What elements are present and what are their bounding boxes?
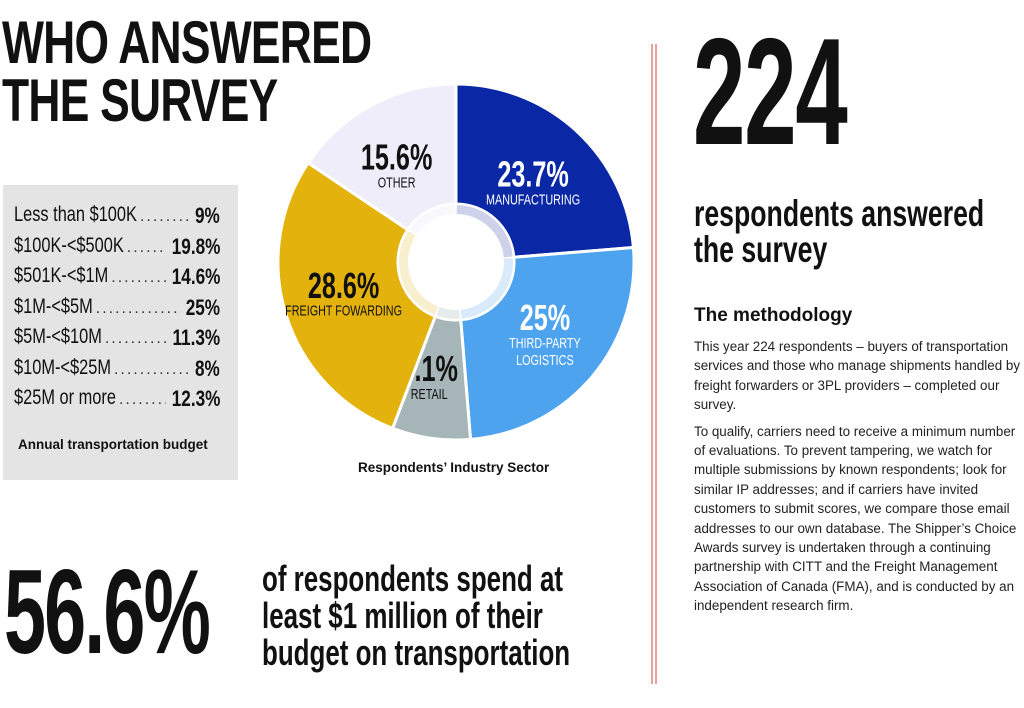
title-line-1: WHO ANSWERED: [2, 9, 372, 76]
slice-value: 28.6%: [308, 265, 379, 306]
respondent-count: 224: [693, 7, 848, 177]
dot-leader: ..........................: [95, 299, 181, 317]
budget-row: $501K-<$1M.......................... 14.6…: [14, 264, 220, 292]
inner-ring-manufacturing: [456, 205, 513, 258]
budget-row-label: $100K-<$500K: [14, 233, 124, 257]
respondents-caption: respondents answered the survey: [694, 193, 985, 270]
slice-category: OTHER: [378, 174, 416, 191]
highlight-line-2: least $1 million of their: [262, 595, 543, 636]
budget-row: $1M-<$5M..........................25%: [14, 295, 220, 323]
dot-leader: ..........................: [139, 208, 190, 225]
budget-row-value: 8%: [195, 355, 220, 381]
divider-line: [651, 44, 653, 684]
slice-label-freight-fowarding: 28.6%FREIGHT FOWARDING: [285, 265, 402, 319]
budget-row: $10M-<$25M..........................8%: [14, 356, 220, 384]
title-line-2: THE SURVEY: [2, 67, 278, 134]
chart-caption: Respondents’ Industry Sector: [358, 460, 550, 475]
divider-line: [655, 44, 657, 684]
slice-category: MANUFACTURING: [486, 191, 580, 208]
highlight-percentage: 56.6%: [4, 545, 211, 679]
dot-leader: ..........................: [126, 238, 167, 256]
budget-row: Less than $100K.........................…: [14, 203, 220, 231]
slice-value: 25%: [520, 298, 570, 339]
budget-row-value: 19.8%: [171, 233, 220, 259]
budget-row-label: $5M-<$10M: [14, 325, 102, 348]
budget-row-value: 25%: [185, 294, 220, 320]
slice-label-manufacturing: 23.7%MANUFACTURING: [486, 154, 580, 208]
methodology-heading: The methodology: [694, 305, 853, 326]
budget-row-label: Less than $100K: [14, 203, 137, 226]
page-title: WHO ANSWERED THE SURVEY: [2, 13, 372, 131]
slice-category: RETAIL: [411, 385, 448, 402]
budget-row-label: $25M or more: [14, 386, 116, 409]
budget-row-value: 11.3%: [172, 325, 220, 350]
methodology-text: This year 224 respondents – buyers of tr…: [694, 337, 1024, 623]
inner-ring-other: [409, 205, 456, 235]
industry-donut-chart: 23.7%MANUFACTURING 25%THIRD-PARTYLOGISTIC…: [276, 82, 636, 442]
methodology-paragraph-2: To qualify, carriers need to receive a m…: [694, 423, 1017, 614]
respondents-line-2: the survey: [694, 229, 828, 270]
budget-caption: Annual transportation budget: [18, 437, 208, 452]
dot-leader: ..........................: [111, 269, 166, 286]
slice-label-other: 15.6%OTHER: [361, 137, 432, 191]
inner-ring-freight-fowarding: [399, 230, 439, 315]
budget-row: $100K-<$500K..........................19…: [14, 234, 220, 262]
budget-row-value: 14.6%: [171, 264, 220, 289]
budget-row-value: 12.3%: [171, 386, 220, 411]
slice-other: [306, 82, 458, 232]
slice-category: THIRD-PARTY: [509, 334, 581, 351]
highlight-line-1: of respondents spend at: [262, 558, 563, 599]
slice-value: 23.7%: [497, 154, 568, 195]
budget-panel: [3, 185, 238, 480]
dot-leader: ..........................: [118, 391, 166, 408]
budget-row-label: $1M-<$5M: [14, 294, 93, 318]
slice-manufacturing: [454, 82, 636, 259]
slice-freight-fowarding: [276, 160, 438, 431]
budget-row-label: $10M-<$25M: [14, 355, 111, 379]
slice-value: 15.6%: [361, 137, 432, 178]
dot-leader: ..........................: [113, 360, 191, 378]
respondents-line-1: respondents answered: [694, 193, 985, 234]
budget-row: $25M or more.......................... 12…: [14, 386, 220, 414]
budget-row: $5M-<$10M.......................... 11.3%: [14, 325, 220, 353]
highlight-line-3: budget on transportation: [262, 632, 571, 673]
budget-row-value: 9%: [195, 203, 220, 228]
slice-category: LOGISTICS: [516, 351, 574, 368]
slice-third-party-logistics: [459, 245, 636, 442]
highlight-text: of respondents spend at least $1 million…: [262, 560, 570, 671]
inner-ring-retail: [436, 307, 460, 319]
inner-ring-third-party-logistics: [460, 258, 513, 319]
methodology-paragraph-1: This year 224 respondents – buyers of tr…: [694, 339, 1021, 413]
dot-leader: ..........................: [104, 330, 167, 347]
budget-row-label: $501K-<$1M: [14, 264, 109, 287]
slice-category: FREIGHT FOWARDING: [285, 302, 402, 319]
